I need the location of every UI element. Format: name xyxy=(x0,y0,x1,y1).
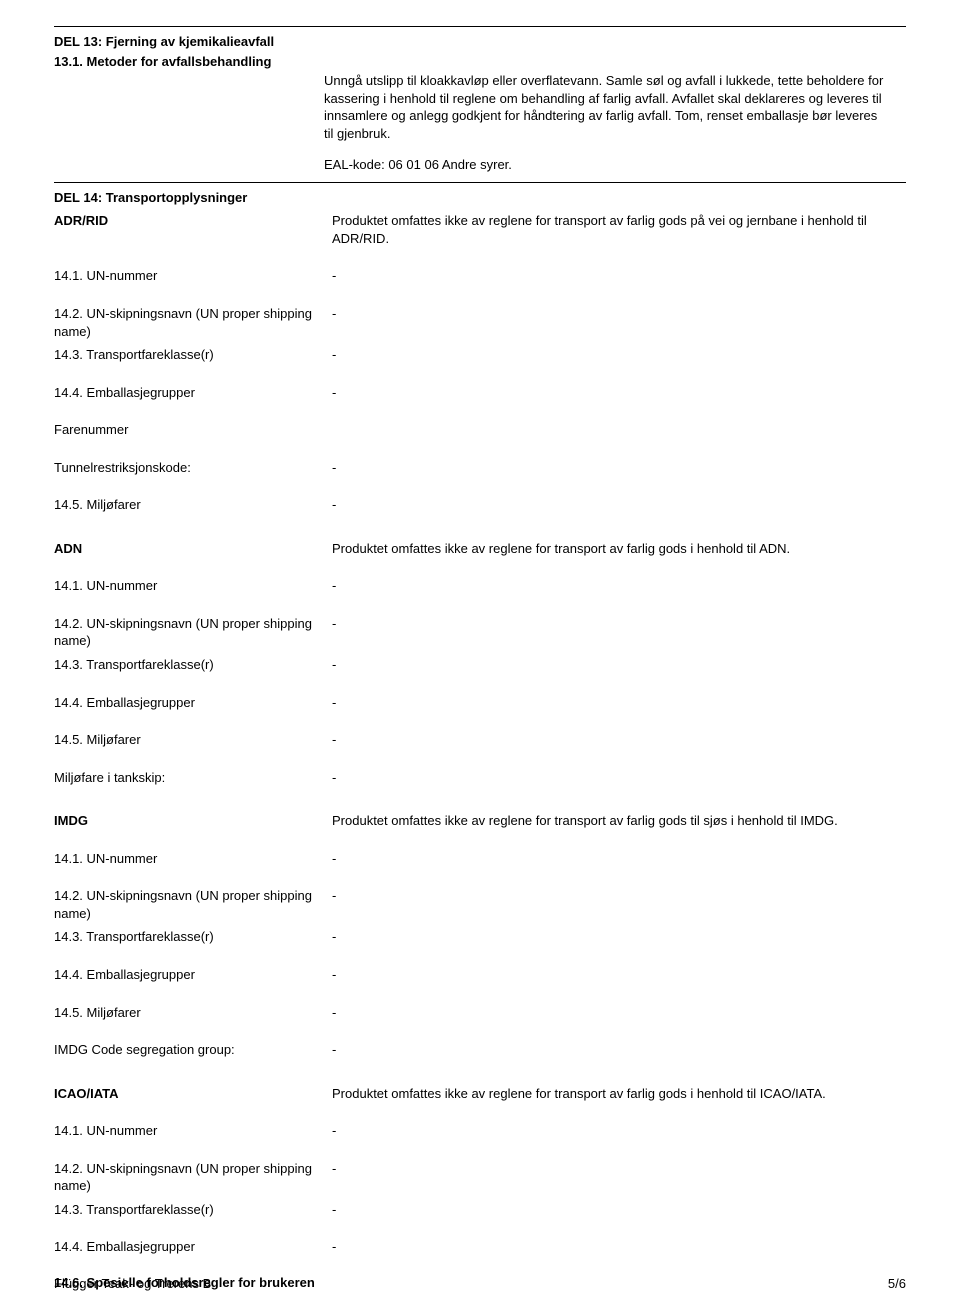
icao-label: ICAO/IATA xyxy=(54,1085,332,1103)
imdg-un-v: - xyxy=(332,850,906,868)
del13-eal: EAL-kode: 06 01 06 Andre syrer. xyxy=(324,156,884,174)
adn-label: ADN xyxy=(54,540,332,558)
adn-un-l: 14.1. UN-nummer xyxy=(54,577,332,595)
icao-klass-l: 14.3. Transportfareklasse(r) xyxy=(54,1201,332,1219)
icao-desc: Produktet omfattes ikke av reglene for t… xyxy=(332,1085,906,1103)
imdg-klass-l: 14.3. Transportfareklasse(r) xyxy=(54,928,332,946)
mid-rule xyxy=(54,182,906,183)
adrrid-emb-v: - xyxy=(332,384,906,402)
adrrid-emb-l: 14.4. Emballasjegrupper xyxy=(54,384,332,402)
adrrid-label: ADR/RID xyxy=(54,212,332,247)
imdg-miljo-l: 14.5. Miljøfarer xyxy=(54,1004,332,1022)
adrrid-un-l: 14.1. UN-nummer xyxy=(54,267,332,285)
adn-emb-l: 14.4. Emballasjegrupper xyxy=(54,694,332,712)
adrrid-header: ADR/RID Produktet omfattes ikke av regle… xyxy=(54,212,906,247)
imdg-label: IMDG xyxy=(54,812,332,830)
adrrid-farenummer-v xyxy=(332,421,906,439)
adrrid-skip-l: 14.2. UN-skipningsnavn (UN proper shippi… xyxy=(54,305,332,340)
imdg-un-l: 14.1. UN-nummer xyxy=(54,850,332,868)
icao-skip-v: - xyxy=(332,1160,906,1195)
adrrid-klass-v: - xyxy=(332,346,906,364)
imdg-klass-v: - xyxy=(332,928,906,946)
adrrid-tunnel-v: - xyxy=(332,459,906,477)
footer-right: 5/6 xyxy=(888,1275,906,1293)
imdg-header-row: IMDG Produktet omfattes ikke av reglene … xyxy=(54,812,906,830)
imdg-emb-l: 14.4. Emballasjegrupper xyxy=(54,966,332,984)
del14-title: DEL 14: Transportopplysninger xyxy=(54,189,906,207)
adrrid-klass-l: 14.3. Transportfareklasse(r) xyxy=(54,346,332,364)
adrrid-desc: Produktet omfattes ikke av reglene for t… xyxy=(332,212,906,247)
imdg-skip-v: - xyxy=(332,887,906,922)
del13-title: DEL 13: Fjerning av kjemikalieavfall xyxy=(54,33,906,51)
adn-emb-v: - xyxy=(332,694,906,712)
adrrid-miljo-v: - xyxy=(332,496,906,514)
imdg-miljo-v: - xyxy=(332,1004,906,1022)
adn-tank-v: - xyxy=(332,769,906,787)
icao-un-v: - xyxy=(332,1122,906,1140)
top-rule xyxy=(54,26,906,27)
adn-desc: Produktet omfattes ikke av reglene for t… xyxy=(332,540,906,558)
icao-un-l: 14.1. UN-nummer xyxy=(54,1122,332,1140)
icao-skip-l: 14.2. UN-skipningsnavn (UN proper shippi… xyxy=(54,1160,332,1195)
adn-tank-l: Miljøfare i tankskip: xyxy=(54,769,332,787)
adn-miljo-l: 14.5. Miljøfarer xyxy=(54,731,332,749)
adn-skip-v: - xyxy=(332,615,906,650)
icao-emb-v: - xyxy=(332,1238,906,1256)
imdg-seg-l: IMDG Code segregation group: xyxy=(54,1041,332,1059)
footer-left: Flügger Teak- og Trerens B xyxy=(54,1275,211,1293)
imdg-emb-v: - xyxy=(332,966,906,984)
adrrid-tunnel-l: Tunnelrestriksjonskode: xyxy=(54,459,332,477)
adrrid-skip-v: - xyxy=(332,305,906,340)
imdg-seg-v: - xyxy=(332,1041,906,1059)
adn-miljo-v: - xyxy=(332,731,906,749)
adrrid-miljo-l: 14.5. Miljøfarer xyxy=(54,496,332,514)
footer: Flügger Teak- og Trerens B 5/6 xyxy=(54,1275,906,1293)
icao-header-row: ICAO/IATA Produktet omfattes ikke av reg… xyxy=(54,1085,906,1103)
imdg-skip-l: 14.2. UN-skipningsnavn (UN proper shippi… xyxy=(54,887,332,922)
del13-para: Unngå utslipp til kloakkavløp eller over… xyxy=(324,72,884,142)
adn-header-row: ADN Produktet omfattes ikke av reglene f… xyxy=(54,540,906,558)
del13-sub: 13.1. Metoder for avfallsbehandling xyxy=(54,53,906,71)
adn-klass-v: - xyxy=(332,656,906,674)
adn-klass-l: 14.3. Transportfareklasse(r) xyxy=(54,656,332,674)
adn-skip-l: 14.2. UN-skipningsnavn (UN proper shippi… xyxy=(54,615,332,650)
adn-un-v: - xyxy=(332,577,906,595)
adrrid-farenummer-l: Farenummer xyxy=(54,421,332,439)
icao-klass-v: - xyxy=(332,1201,906,1219)
page: DEL 13: Fjerning av kjemikalieavfall 13.… xyxy=(0,0,960,1307)
adrrid-un-v: - xyxy=(332,267,906,285)
imdg-desc: Produktet omfattes ikke av reglene for t… xyxy=(332,812,906,830)
icao-emb-l: 14.4. Emballasjegrupper xyxy=(54,1238,332,1256)
